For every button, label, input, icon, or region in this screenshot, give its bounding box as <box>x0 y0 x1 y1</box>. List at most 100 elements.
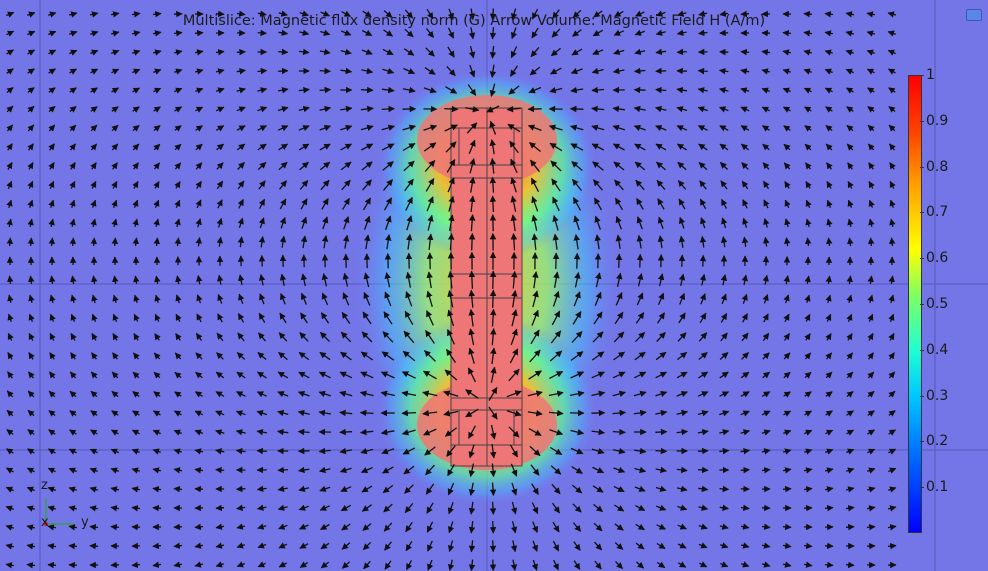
field-arrow <box>572 503 582 513</box>
field-arrow <box>27 429 35 436</box>
field-arrow <box>110 429 119 436</box>
field-arrow <box>110 486 120 493</box>
field-arrow <box>362 179 372 191</box>
field-arrow <box>403 330 415 344</box>
field-arrow <box>217 274 224 285</box>
field-arrow <box>742 199 749 209</box>
field-arrow <box>613 485 625 493</box>
field-arrow <box>299 29 310 36</box>
field-arrow <box>133 275 140 284</box>
field-arrow <box>679 292 686 305</box>
field-arrow <box>153 391 161 398</box>
field-arrow <box>278 48 289 56</box>
field-arrow <box>424 160 436 172</box>
field-arrow <box>48 49 57 56</box>
field-arrow <box>761 106 770 113</box>
field-arrow <box>506 105 521 113</box>
field-arrow <box>528 141 541 153</box>
field-arrow <box>676 391 688 398</box>
window-restore-icon[interactable] <box>966 9 982 21</box>
field-arrow <box>698 161 708 171</box>
field-arrow <box>867 390 875 398</box>
field-arrow <box>384 291 392 307</box>
field-arrow <box>551 310 561 326</box>
field-arrow <box>572 197 582 211</box>
field-arrow <box>635 504 646 511</box>
field-arrow <box>194 410 204 417</box>
field-arrow <box>362 10 372 18</box>
field-arrow <box>446 159 456 173</box>
field-arrow <box>363 291 371 306</box>
field-arrow <box>380 371 395 379</box>
field-arrow <box>846 333 853 341</box>
field-arrow <box>698 485 709 493</box>
field-arrow <box>89 467 98 474</box>
field-arrow <box>27 390 35 398</box>
field-arrow <box>676 125 688 132</box>
field-arrow <box>888 294 895 304</box>
colorbar-tick-mark <box>920 487 924 489</box>
field-arrow <box>380 428 395 436</box>
field-arrow <box>782 523 792 531</box>
field-arrow <box>90 106 98 113</box>
field-arrow <box>132 218 139 228</box>
field-arrow <box>319 86 332 94</box>
field-arrow <box>552 214 559 231</box>
field-arrow <box>569 105 584 113</box>
field-arrow <box>27 409 35 417</box>
field-arrow <box>319 124 332 132</box>
field-arrow <box>826 199 833 208</box>
field-arrow <box>846 410 854 417</box>
field-arrow <box>27 199 34 209</box>
field-arrow <box>657 273 665 287</box>
field-arrow <box>340 124 353 132</box>
field-arrow <box>299 48 310 56</box>
field-arrow <box>468 540 476 553</box>
field-arrow <box>804 561 813 568</box>
field-arrow <box>6 143 13 151</box>
field-arrow <box>571 484 583 494</box>
field-arrow <box>697 447 709 455</box>
field-arrow <box>720 274 728 286</box>
field-arrow <box>111 180 118 189</box>
field-arrow <box>6 68 14 75</box>
field-arrow <box>257 10 267 17</box>
field-arrow <box>510 214 517 232</box>
field-arrow <box>740 391 750 398</box>
field-arrow <box>591 86 605 94</box>
field-arrow <box>319 67 331 75</box>
field-arrow <box>573 541 581 551</box>
field-arrow <box>866 68 875 75</box>
field-arrow <box>278 161 288 171</box>
field-arrow <box>468 289 475 308</box>
field-arrow <box>612 409 627 417</box>
field-arrow <box>826 180 833 189</box>
field-arrow <box>320 561 330 569</box>
field-arrow <box>867 332 874 341</box>
field-arrow <box>550 330 562 344</box>
field-arrow <box>69 68 78 75</box>
field-arrow <box>489 501 497 515</box>
field-arrow <box>888 467 897 474</box>
field-arrow <box>761 410 771 417</box>
field-arrow <box>447 540 455 553</box>
field-arrow <box>194 448 204 455</box>
field-arrow <box>90 124 98 132</box>
field-arrow <box>613 29 625 36</box>
field-arrow <box>489 139 496 155</box>
field-arrow <box>153 199 160 208</box>
field-arrow <box>676 106 688 113</box>
field-arrow <box>235 447 246 455</box>
field-arrow <box>320 179 330 191</box>
field-arrow <box>278 67 289 75</box>
field-arrow <box>28 332 35 341</box>
field-arrow <box>594 291 602 306</box>
axis-label-z: z <box>41 478 48 493</box>
field-arrow <box>867 87 875 94</box>
field-arrow <box>7 313 14 323</box>
field-arrow <box>655 351 667 361</box>
field-arrow <box>236 143 246 151</box>
field-arrow <box>656 161 666 171</box>
